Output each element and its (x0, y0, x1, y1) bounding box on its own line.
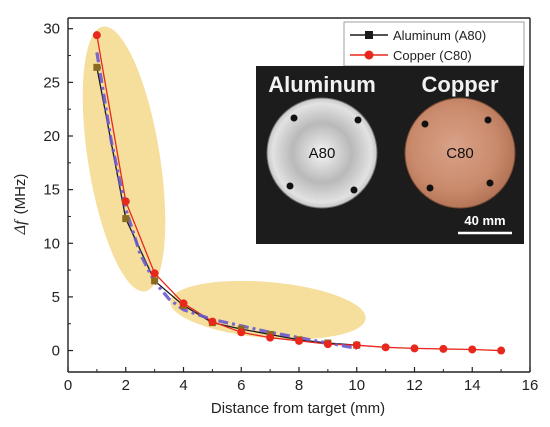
inset-photo: Aluminum Copper A80 C80 40 mm (256, 66, 524, 244)
aluminum-point (93, 63, 101, 71)
legend-marker-aluminum (365, 31, 373, 39)
x-tick-label: 16 (522, 377, 539, 394)
aluminum-point (122, 215, 130, 223)
aluminum-hole (350, 186, 358, 194)
trend-layer (95, 52, 358, 350)
photo-label-copper: Copper (422, 72, 499, 97)
markers-layer (92, 31, 506, 355)
x-tick-label: 8 (295, 377, 303, 394)
x-tick-label: 4 (179, 377, 187, 394)
x-tick-label: 10 (348, 377, 365, 394)
copper-point (468, 345, 477, 354)
y-axis-symbol: Δf (12, 218, 29, 235)
copper-point (237, 328, 246, 337)
copper-point (266, 333, 275, 342)
legend-label-copper: Copper (C80) (393, 48, 472, 63)
trend-line (95, 52, 358, 350)
copper-hole (486, 179, 494, 187)
scale-bar-label: 40 mm (464, 213, 505, 228)
x-axis-title: Distance from target (mm) (211, 400, 385, 417)
copper-point (150, 269, 159, 278)
copper-point (295, 336, 303, 345)
highlight-steep-region (82, 26, 166, 292)
copper-point (352, 341, 361, 350)
copper-point (381, 343, 390, 352)
y-tick-label: 10 (43, 235, 60, 252)
x-tick-label: 14 (464, 377, 481, 394)
aluminum-sample-label: A80 (309, 145, 336, 162)
y-tick-label: 30 (43, 21, 60, 38)
copper-hole (426, 184, 434, 192)
y-axis-title: Δf (MHz) (12, 174, 29, 236)
aluminum-hole (354, 116, 362, 124)
copper-point (208, 317, 217, 326)
highlight-ellipses (82, 26, 366, 340)
y-tick-label: 0 (52, 343, 60, 360)
photo-label-aluminum: Aluminum (268, 72, 376, 97)
copper-sample-label: C80 (446, 145, 474, 162)
legend: Aluminum (A80) Copper (C80) (343, 21, 525, 67)
y-tick-label: 20 (43, 128, 60, 145)
copper-hole (484, 116, 492, 124)
aluminum-point (151, 277, 159, 285)
copper-point (497, 346, 506, 355)
axes (67, 17, 531, 373)
y-tick-label: 15 (43, 182, 60, 199)
copper-point (179, 299, 188, 308)
copper-point (92, 31, 101, 40)
copper-point (323, 340, 332, 349)
series-line-aluminum (96, 67, 357, 346)
aluminum-hole (290, 114, 298, 122)
copper-hole (421, 120, 429, 128)
y-tick-label: 25 (43, 74, 60, 91)
legend-marker-copper (364, 50, 374, 60)
x-tick-label: 12 (406, 377, 423, 394)
copper-point (121, 197, 130, 206)
copper-point (439, 344, 448, 353)
aluminum-hole (286, 182, 294, 190)
x-tick-label: 0 (64, 377, 72, 394)
copper-point (410, 344, 419, 353)
legend-box (343, 21, 525, 67)
y-tick-label: 5 (52, 289, 60, 306)
tick-labels: 0 2 4 6 8 10 12 14 16 0 5 10 15 20 25 30 (43, 21, 538, 394)
copper-disk (404, 97, 516, 209)
y-axis-unit: (MHz) (12, 174, 29, 215)
legend-label-aluminum: Aluminum (A80) (393, 28, 486, 43)
x-tick-label: 2 (122, 377, 130, 394)
x-tick-label: 6 (237, 377, 245, 394)
aluminum-disk (266, 97, 378, 209)
